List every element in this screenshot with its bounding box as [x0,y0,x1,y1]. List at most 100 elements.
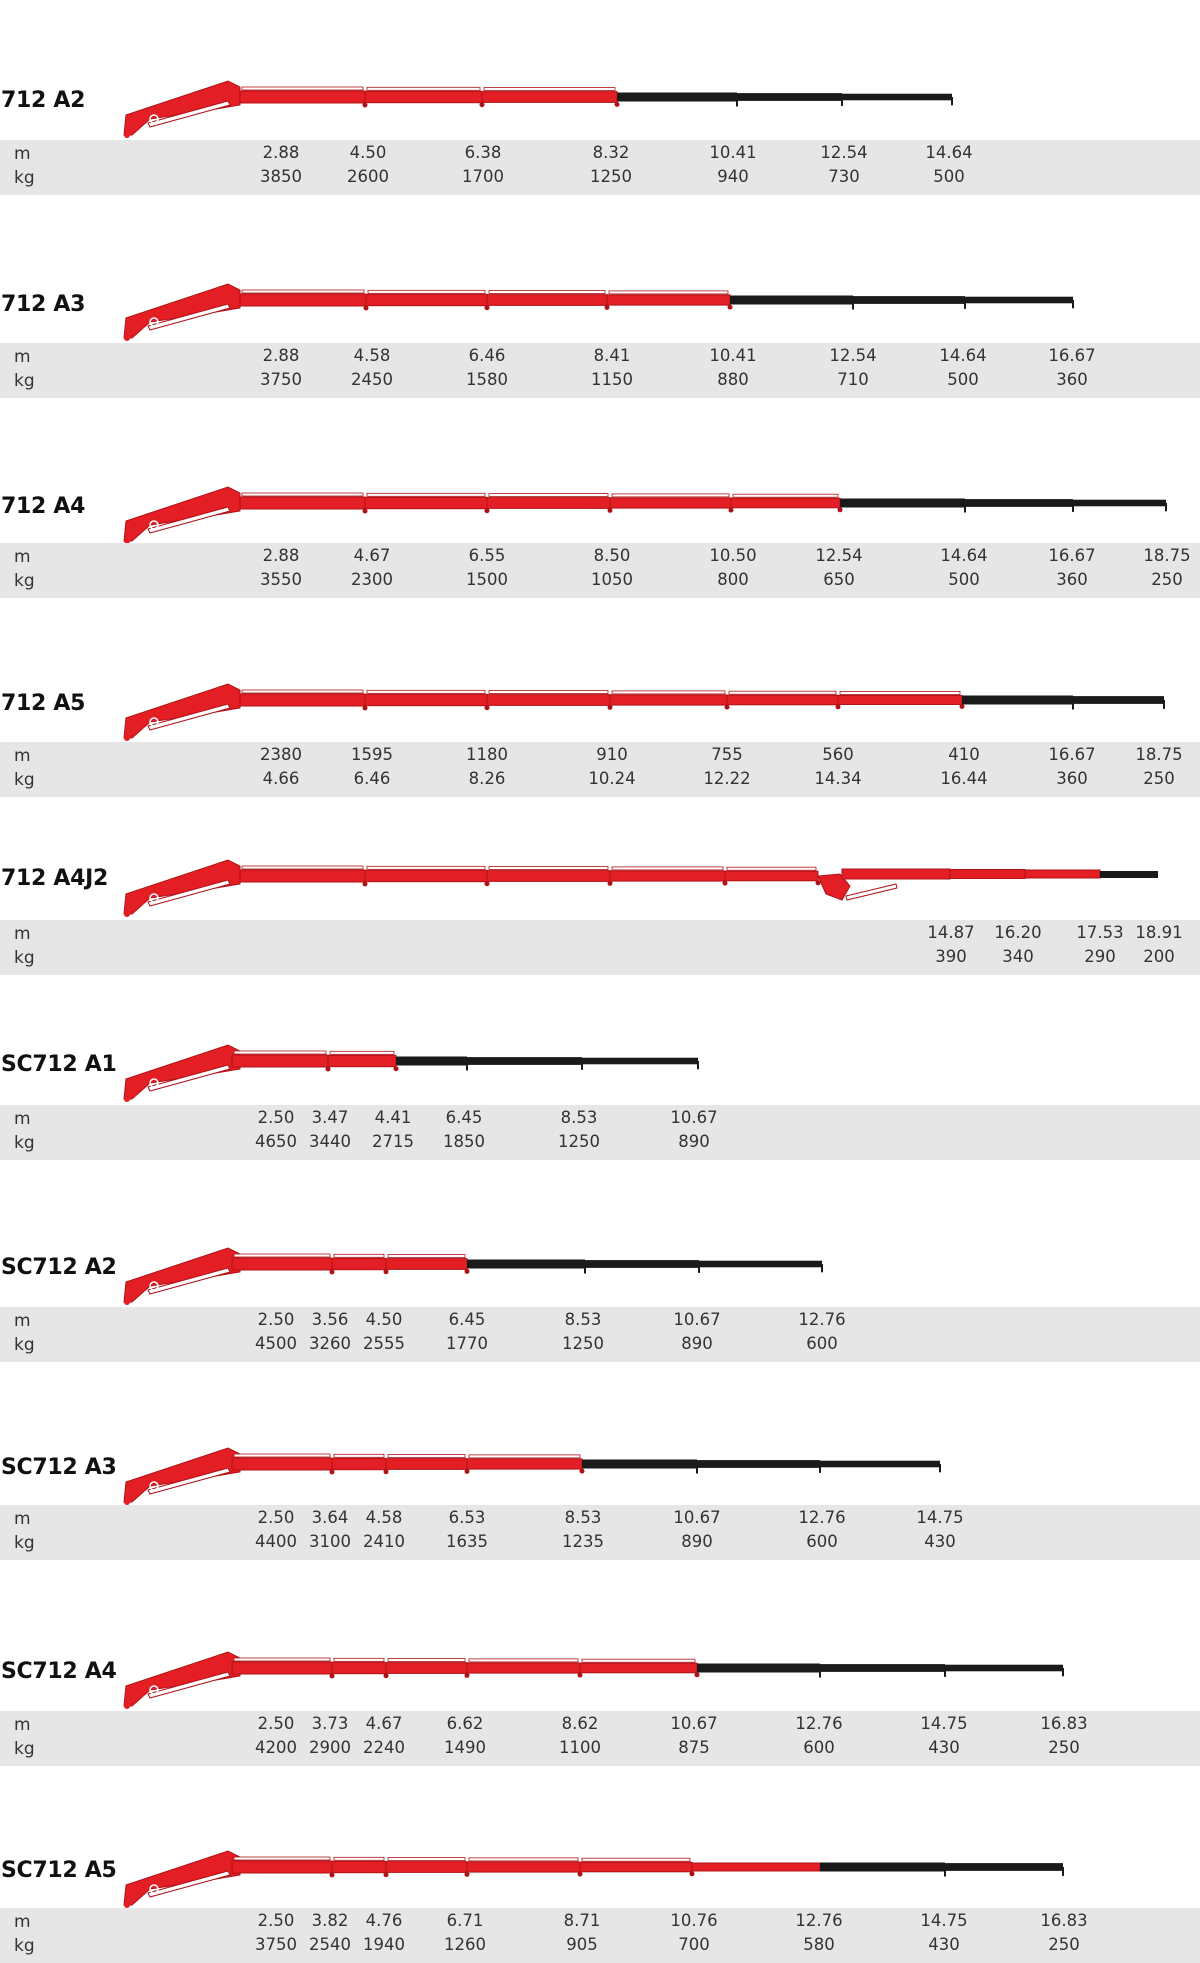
load-value: 430 [928,1935,960,1954]
column-pivot [149,520,159,530]
reach-value: 560 [822,745,854,764]
reach-value: 2380 [260,745,302,764]
section-joint [835,704,841,710]
load-value: 600 [806,1532,838,1551]
extension-cylinder [611,690,726,695]
reach-value: 2.88 [262,346,300,365]
load-value: 2600 [347,167,389,186]
base-hook-point [124,1703,130,1709]
jib-cylinder [845,883,898,901]
boom-section [466,1861,581,1873]
boom-section [239,869,366,883]
reach-value: 14.87 [927,923,975,942]
load-value: 3260 [309,1334,351,1353]
extension-cylinder [468,1454,581,1459]
load-value: 4.66 [262,769,300,788]
boom-section [331,1257,387,1271]
crane-column [123,1850,241,1906]
section-joint [484,881,490,887]
reach-value: 410 [948,745,980,764]
boom-section [724,870,819,882]
load-value: 3100 [309,1532,351,1551]
extension-cylinder [241,492,364,497]
section-joint [329,1469,335,1475]
extension-cylinder [608,290,729,295]
boom-section [239,90,366,104]
reach-value: 10.41 [709,346,757,365]
section-joint [607,704,613,710]
reach-value: 12.76 [795,1911,843,1930]
boom-section [239,293,367,307]
load-value: 2240 [363,1738,405,1757]
extension-cylinder [387,1454,466,1459]
load-value: 3550 [260,570,302,589]
boom-section [486,694,611,706]
boom-section [231,1054,329,1068]
load-value: 1580 [466,370,508,389]
base-hook-point [124,1902,130,1908]
load-value: 1490 [444,1738,486,1757]
base-hook-point [124,1499,130,1505]
unit-label-m: m [14,746,31,766]
reach-value: 2.88 [262,546,300,565]
section-joint [694,1672,700,1678]
reach-value: 4.58 [353,346,391,365]
section-joint [383,1673,389,1679]
manual-extension [1073,499,1166,507]
column-pivot [149,1884,159,1894]
load-value: 250 [1048,1738,1080,1757]
boom-section [331,1860,387,1874]
load-value: 1250 [590,167,632,186]
manual-extension [842,93,952,101]
load-value: 875 [678,1738,710,1757]
crane-boom-diagram [123,859,1158,917]
column-pivot [149,1281,159,1291]
load-value: 1100 [559,1738,601,1757]
reach-value: 4.58 [365,1508,403,1527]
load-table-band: m kg 2.50 4500 3.56 3260 4.50 2555 6.45 1770 8.53 1… [0,1307,1200,1362]
load-value: 650 [823,570,855,589]
extension-cylinder [241,289,365,294]
manual-extension [467,1259,585,1269]
reach-value: 6.38 [464,143,502,162]
base-hook-point [124,132,130,138]
crane-boom-diagram [123,683,1165,741]
unit-label-m: m [14,924,31,944]
section-joint [579,1468,585,1474]
manual-extension [617,92,737,102]
load-value: 500 [933,167,965,186]
reach-value: 755 [711,745,743,764]
reach-value: 14.64 [939,346,987,365]
manual-extension [697,1460,820,1468]
reach-value: 16.67 [1048,546,1096,565]
boom-section [609,497,732,509]
section-joint [577,1672,583,1678]
reach-value: 910 [596,745,628,764]
boom-section [231,1257,333,1271]
load-value: 250 [1048,1935,1080,1954]
section-joint [815,880,821,886]
crane-boom-diagram [123,1044,699,1102]
section-joint [329,1269,335,1275]
model-title: 712 A3 [1,292,86,317]
boom-section [231,1457,333,1471]
load-value: 2300 [351,570,393,589]
extension-cylinder [581,1658,696,1663]
load-value: 1260 [444,1935,486,1954]
unit-label-m: m [14,1311,31,1331]
extension-cylinder [241,86,364,91]
boom-section [579,1662,698,1674]
manual-extension [820,1664,945,1672]
section-joint [464,1468,470,1474]
load-value: 250 [1143,769,1175,788]
section-joint [363,305,369,311]
load-value: 390 [935,947,967,966]
unit-label-m: m [14,347,31,367]
reach-value: 14.64 [940,546,988,565]
reach-value: 18.75 [1143,546,1191,565]
reach-value: 4.50 [349,143,387,162]
boom-section [239,496,366,510]
load-value: 360 [1056,769,1088,788]
reach-value: 6.71 [446,1911,484,1930]
unit-label-kg: kg [14,1133,35,1153]
